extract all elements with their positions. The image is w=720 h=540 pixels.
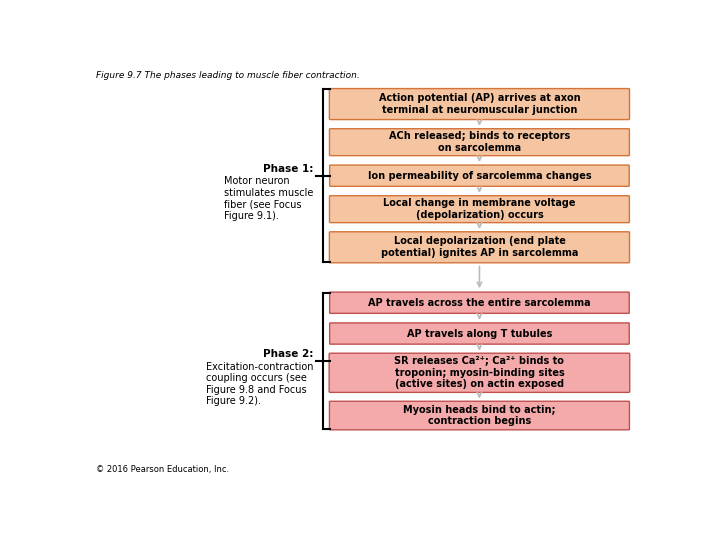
FancyBboxPatch shape — [330, 323, 629, 344]
Text: Action potential (AP) arrives at axon
terminal at neuromuscular junction: Action potential (AP) arrives at axon te… — [379, 93, 580, 115]
FancyBboxPatch shape — [330, 165, 629, 186]
Text: AP travels along T tubules: AP travels along T tubules — [407, 328, 552, 339]
Text: Phase 2:: Phase 2: — [263, 349, 313, 359]
Text: Ion permeability of sarcolemma changes: Ion permeability of sarcolemma changes — [368, 171, 591, 181]
FancyBboxPatch shape — [329, 353, 630, 393]
Text: Local depolarization (end plate
potential) ignites AP in sarcolemma: Local depolarization (end plate potentia… — [381, 237, 578, 258]
Text: © 2016 Pearson Education, Inc.: © 2016 Pearson Education, Inc. — [96, 465, 230, 475]
FancyBboxPatch shape — [329, 232, 629, 263]
Text: ACh released; binds to receptors
on sarcolemma: ACh released; binds to receptors on sarc… — [389, 131, 570, 153]
Text: Figure 9.7 The phases leading to muscle fiber contraction.: Figure 9.7 The phases leading to muscle … — [96, 71, 360, 80]
FancyBboxPatch shape — [330, 401, 629, 430]
FancyBboxPatch shape — [330, 129, 629, 156]
Text: AP travels across the entire sarcolemma: AP travels across the entire sarcolemma — [368, 298, 590, 308]
Text: SR releases Ca²⁺; Ca²⁺ binds to
troponin; myosin-binding sites
(active sites) on: SR releases Ca²⁺; Ca²⁺ binds to troponin… — [395, 356, 564, 389]
FancyBboxPatch shape — [330, 292, 629, 313]
Text: Phase 1:: Phase 1: — [263, 164, 313, 174]
Text: Local change in membrane voltage
(depolarization) occurs: Local change in membrane voltage (depola… — [383, 198, 576, 220]
Text: Motor neuron
stimulates muscle
fiber (see Focus
Figure 9.1).: Motor neuron stimulates muscle fiber (se… — [224, 177, 313, 221]
Text: Myosin heads bind to actin;
contraction begins: Myosin heads bind to actin; contraction … — [403, 405, 556, 427]
FancyBboxPatch shape — [330, 195, 629, 222]
FancyBboxPatch shape — [329, 89, 629, 119]
Text: Excitation-contraction
coupling occurs (see
Figure 9.8 and Focus
Figure 9.2).: Excitation-contraction coupling occurs (… — [206, 362, 313, 407]
